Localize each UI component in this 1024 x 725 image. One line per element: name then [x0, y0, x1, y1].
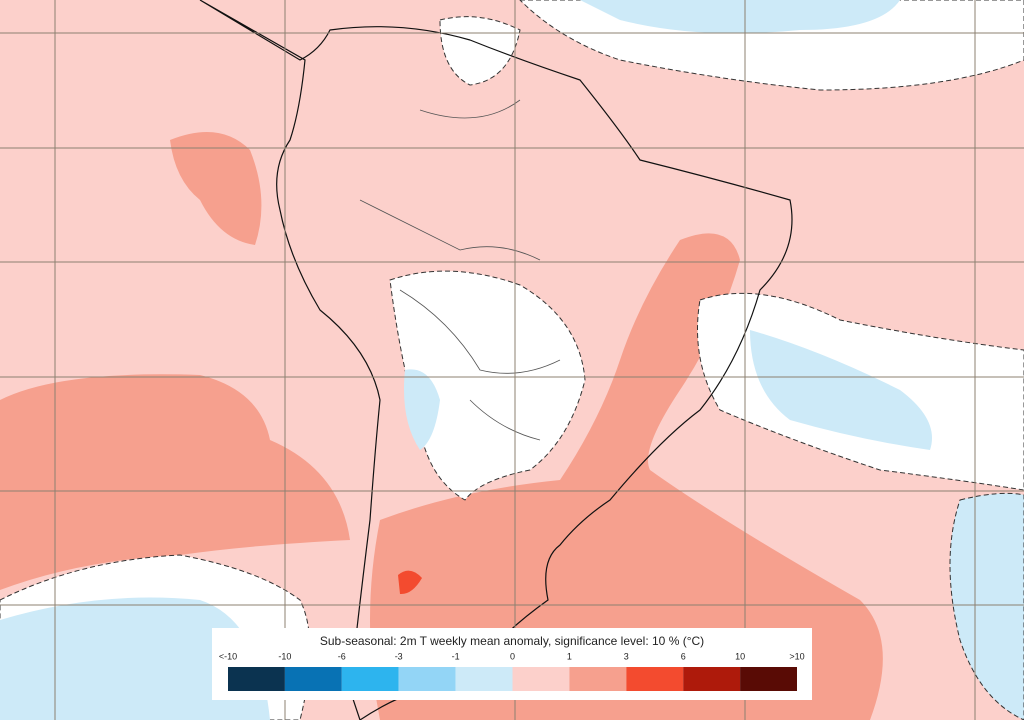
- legend-swatch: [683, 667, 740, 691]
- legend-label: 3: [624, 651, 629, 661]
- legend-swatch: [626, 667, 683, 691]
- legend: Sub-seasonal: 2m T weekly mean anomaly, …: [212, 628, 812, 700]
- legend-swatch: [740, 667, 797, 691]
- legend-swatch: [228, 667, 285, 691]
- legend-label: -10: [278, 651, 291, 661]
- legend-label: 6: [681, 651, 686, 661]
- legend-swatch: [399, 667, 456, 691]
- legend-swatch: [285, 667, 342, 691]
- legend-label: 0: [510, 651, 515, 661]
- legend-swatch: [569, 667, 626, 691]
- legend-swatch: [513, 667, 570, 691]
- legend-title: Sub-seasonal: 2m T weekly mean anomaly, …: [320, 634, 704, 648]
- legend-label: <-10: [219, 651, 237, 661]
- legend-label: 10: [735, 651, 745, 661]
- legend-label: -3: [395, 651, 403, 661]
- legend-swatch: [456, 667, 513, 691]
- legend-label: -6: [338, 651, 346, 661]
- legend-swatch: [342, 667, 399, 691]
- legend-label: 1: [567, 651, 572, 661]
- legend-label: >10: [789, 651, 804, 661]
- legend-label: -1: [452, 651, 460, 661]
